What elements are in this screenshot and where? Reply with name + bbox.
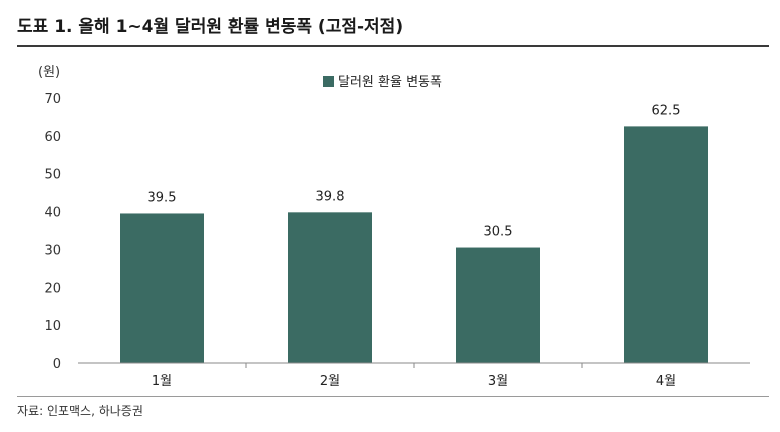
bar — [120, 213, 204, 363]
bar-value-label: 39.8 — [316, 189, 345, 204]
x-tick-label: 3월 — [488, 374, 508, 389]
x-tick-label: 1월 — [152, 374, 172, 389]
source-note: 자료: 인포맥스, 하나증권 — [17, 404, 143, 418]
figure-title: 도표 1. 올해 1~4월 달러원 환률 변동폭 (고점-저점) — [17, 17, 404, 37]
bar-value-label: 39.5 — [148, 190, 177, 205]
bar — [624, 126, 708, 364]
y-tick-label: 50 — [44, 168, 61, 183]
y-tick-label: 40 — [44, 206, 61, 221]
title-divider — [17, 45, 769, 47]
y-axis-unit-label: (원) — [38, 65, 60, 80]
legend-swatch — [323, 76, 334, 87]
x-tick-label: 4월 — [656, 374, 676, 389]
bar — [456, 247, 540, 363]
y-tick-label: 60 — [44, 130, 61, 145]
bar — [288, 212, 372, 363]
x-tick-label: 2월 — [320, 374, 340, 389]
x-axis-ticks: 1월 2월 3월 4월 — [152, 363, 676, 389]
legend: 달러원 환율 변동폭 — [323, 75, 442, 90]
legend-label: 달러원 환율 변동폭 — [338, 75, 442, 90]
y-axis-ticks: 0 10 20 30 40 50 60 70 — [44, 92, 61, 372]
data-labels: 39.5 39.8 30.5 62.5 — [148, 103, 681, 239]
y-tick-label: 70 — [44, 92, 61, 107]
y-tick-label: 10 — [44, 319, 61, 334]
y-tick-label: 30 — [44, 243, 61, 258]
bars — [120, 126, 708, 364]
source-divider — [17, 396, 769, 397]
bar-value-label: 62.5 — [652, 103, 681, 118]
y-tick-label: 0 — [53, 357, 61, 372]
bar-value-label: 30.5 — [484, 225, 513, 240]
y-tick-label: 20 — [44, 281, 61, 296]
